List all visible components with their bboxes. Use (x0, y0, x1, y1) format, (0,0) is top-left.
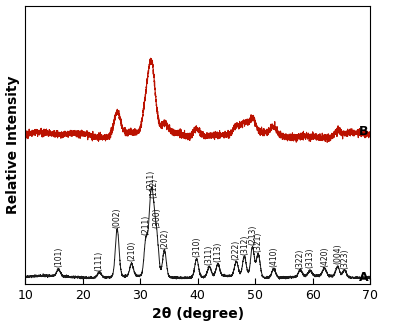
Text: (211): (211) (142, 215, 150, 235)
X-axis label: 2θ (degree): 2θ (degree) (152, 307, 244, 321)
Text: (101): (101) (54, 247, 63, 267)
Text: (300): (300) (152, 208, 162, 228)
Text: (002): (002) (113, 208, 122, 228)
Text: (310): (310) (192, 236, 201, 257)
Y-axis label: Relative Intensity: Relative Intensity (6, 76, 20, 214)
Text: (112): (112) (149, 178, 158, 198)
Text: (321): (321) (254, 231, 263, 251)
Text: (420): (420) (320, 246, 329, 267)
Text: (210): (210) (127, 241, 136, 261)
Text: (113): (113) (214, 242, 222, 262)
Text: (004): (004) (333, 244, 342, 265)
Text: (211): (211) (146, 170, 155, 190)
Text: (322): (322) (296, 249, 305, 269)
Text: A: A (359, 270, 368, 284)
Text: (111): (111) (95, 250, 104, 271)
Text: (311): (311) (205, 244, 214, 265)
Text: (202): (202) (160, 229, 169, 249)
Text: (313): (313) (306, 248, 314, 268)
Text: (323): (323) (340, 248, 349, 269)
Text: (312): (312) (240, 234, 249, 255)
Text: (222): (222) (232, 239, 241, 260)
Text: B: B (359, 125, 368, 138)
Text: (410): (410) (269, 247, 278, 267)
Text: (213): (213) (248, 225, 257, 245)
